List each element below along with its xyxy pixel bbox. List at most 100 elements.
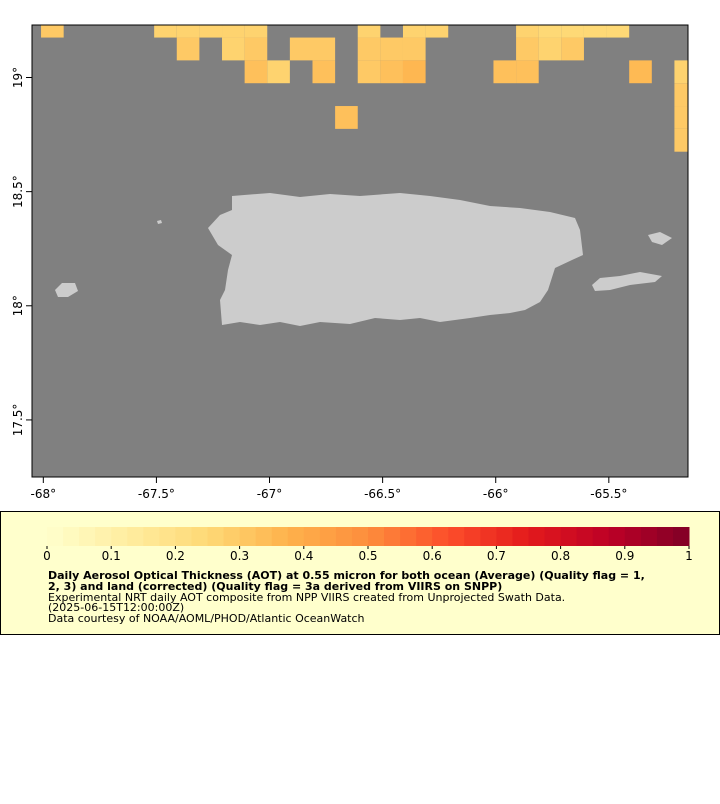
land	[55, 193, 672, 326]
colorbar-tick-label: 0.2	[166, 549, 185, 563]
colorbar-step	[223, 527, 241, 546]
aot-cell	[402, 37, 426, 61]
colorbar-step	[47, 527, 64, 546]
aot-cell	[674, 83, 688, 107]
subtitle-line: Experimental NRT daily AOT composite fro…	[48, 591, 565, 604]
colorbar-tick-label: 1	[685, 549, 693, 563]
title-line: 2, 3) and land (corrected) (Quality flag…	[48, 580, 502, 593]
colorbar-step	[464, 527, 481, 546]
colorbar-step	[255, 527, 273, 546]
y-tick-label: 17.5°	[11, 404, 25, 437]
colorbar-step	[95, 527, 112, 546]
colorbar-step	[79, 527, 96, 546]
aot-cell	[493, 60, 517, 84]
x-tick-label: -65.5°	[590, 487, 627, 501]
colorbar-step	[303, 527, 321, 546]
colorbar-tick-label: 0.6	[423, 549, 442, 563]
colorbar-step	[672, 527, 690, 546]
aot-cell	[267, 60, 290, 84]
aot-cell	[674, 60, 688, 84]
x-tick-label: -66.5°	[364, 487, 401, 501]
aot-cell	[538, 25, 562, 38]
colorbar-step	[271, 527, 289, 546]
aot-cell	[583, 25, 607, 38]
aot-cell	[402, 25, 426, 38]
aot-cell	[357, 60, 381, 84]
colorbar-tick-label: 0.4	[294, 549, 313, 563]
plot-frame	[31, 24, 689, 478]
y-tick-label: 18°	[11, 295, 25, 316]
aot-cell	[357, 25, 381, 38]
aot-cell	[222, 37, 245, 61]
x-tick-label: -67°	[257, 487, 283, 501]
colorbar-step	[544, 527, 562, 546]
colorbar-step	[175, 527, 192, 546]
colorbar-step	[480, 527, 497, 546]
colorbar-step	[400, 527, 417, 546]
aot-cell	[312, 60, 336, 84]
aot-cell	[516, 25, 539, 38]
colorbar-tick-label: 0.9	[615, 549, 634, 563]
colorbar-step	[448, 527, 465, 546]
puerto-rico	[208, 193, 583, 326]
colorbar-step	[560, 527, 578, 546]
aot-cell	[380, 60, 403, 84]
colorbar-step	[528, 527, 546, 546]
vieques	[592, 272, 662, 291]
aot-cell	[41, 25, 64, 38]
x-tick-label: -66°	[483, 487, 509, 501]
aot-cell	[335, 106, 358, 129]
aot-cell	[244, 37, 268, 61]
aot-cell	[561, 25, 584, 38]
aot-cell	[561, 37, 584, 61]
subtitle-line: Data courtesy of NOAA/AOML/PHOD/Atlantic…	[48, 612, 365, 625]
colorbar-tick-label: 0.7	[487, 549, 506, 563]
colorbar-step	[191, 527, 208, 546]
aot-cell	[244, 60, 268, 84]
colorbar-tick-label: 0.5	[358, 549, 377, 563]
mona	[55, 283, 78, 297]
aot-cell	[674, 106, 688, 129]
colorbar-step	[287, 527, 305, 546]
aot-cell	[538, 37, 562, 61]
colorbar-tick-label: 0.3	[230, 549, 249, 563]
colorbar-step	[384, 527, 401, 546]
colorbar-step	[127, 527, 144, 546]
colorbar-step	[368, 527, 385, 546]
x-tick-label: -67.5°	[138, 487, 175, 501]
desecheo	[157, 220, 162, 224]
aot-cell	[222, 25, 245, 38]
aot-cell	[674, 128, 688, 152]
colorbar-step	[239, 527, 257, 546]
culebra	[648, 232, 672, 245]
colorbar-step	[512, 527, 529, 546]
aot-cell	[244, 25, 268, 38]
subtitle-line: (2025-06-15T12:00:00Z)	[48, 601, 184, 614]
colorbar-tick-label: 0.1	[102, 549, 121, 563]
aot-cell	[380, 37, 403, 61]
colorbar-step	[319, 527, 337, 546]
aot-cell	[176, 37, 200, 61]
colorbar-step	[432, 527, 449, 546]
colorbar-step	[640, 527, 658, 546]
colorbar-tick-label: 0	[43, 549, 51, 563]
aot-cell	[154, 25, 177, 38]
aot-cell	[357, 37, 381, 61]
aot-cell	[629, 60, 652, 84]
colorbar-step	[496, 527, 513, 546]
colorbar-step	[576, 527, 594, 546]
colorbar-step	[592, 527, 610, 546]
colorbar-step	[143, 527, 160, 546]
aot-cell	[516, 60, 539, 84]
colorbar-tick-label: 0.8	[551, 549, 570, 563]
aot-cell	[516, 37, 539, 61]
aot-cell	[425, 25, 449, 38]
aot-cell	[402, 60, 426, 84]
aot-cell	[289, 37, 313, 61]
aot-cell	[176, 25, 200, 38]
colorbar-step	[111, 527, 128, 546]
colorbar-step	[159, 527, 176, 546]
colorbar: 0 0.1 0.2 0.3 0.4 0.5 0.6 0.7 0.8 0.9 1	[43, 527, 693, 563]
